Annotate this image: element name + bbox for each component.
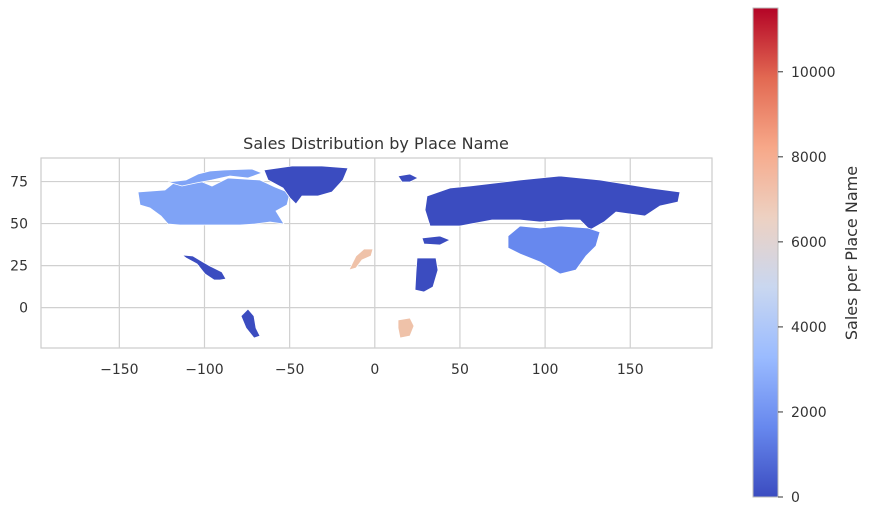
region-canada-islands	[167, 168, 264, 187]
colorbar-tick-label: 10000	[791, 65, 836, 81]
x-tick-label: 100	[532, 362, 559, 378]
region-angola	[397, 317, 415, 339]
colorbar-label: Sales per Place Name	[842, 166, 861, 340]
x-tick-label: 0	[370, 362, 379, 378]
region-layer	[137, 165, 681, 339]
colorbar-tick-label: 0	[791, 490, 800, 506]
colorbar-tick-label: 2000	[791, 405, 827, 421]
region-china	[507, 225, 601, 275]
region-russia	[424, 175, 681, 231]
x-tick-label: −150	[100, 362, 138, 378]
plot-area: −150 −100 −50 0 50 100 150 75 50 25 0	[10, 157, 713, 378]
colorbar: 0 2000 4000 6000 8000 10000 Sales per Place N…	[752, 7, 861, 506]
x-tick-label: 50	[451, 362, 469, 378]
colorbar-tick-label: 4000	[791, 320, 827, 336]
x-tick-labels: −150 −100 −50 0 50 100 150	[100, 362, 644, 378]
colorbar-tick-label: 8000	[791, 150, 827, 166]
region-mexico	[180, 254, 227, 281]
x-tick-label: −50	[275, 362, 305, 378]
colorbar-tick-labels: 0 2000 4000 6000 8000 10000	[778, 65, 836, 506]
region-western-sahara	[348, 248, 374, 271]
colorbar-tick-label: 6000	[791, 235, 827, 251]
y-tick-label: 25	[10, 259, 28, 275]
region-canada	[137, 177, 291, 226]
region-sudan	[414, 257, 439, 293]
region-greenland	[263, 165, 349, 205]
region-turkey	[421, 235, 451, 246]
region-norway	[397, 173, 419, 183]
map-title: Sales Distribution by Place Name	[243, 134, 509, 153]
y-tick-label: 75	[10, 175, 28, 191]
y-tick-labels: 75 50 25 0	[10, 175, 28, 317]
x-tick-label: −100	[185, 362, 223, 378]
x-tick-label: 150	[617, 362, 644, 378]
y-tick-label: 50	[10, 217, 28, 233]
region-peru	[240, 308, 261, 339]
y-tick-label: 0	[19, 301, 28, 317]
colorbar-gradient	[752, 7, 779, 498]
